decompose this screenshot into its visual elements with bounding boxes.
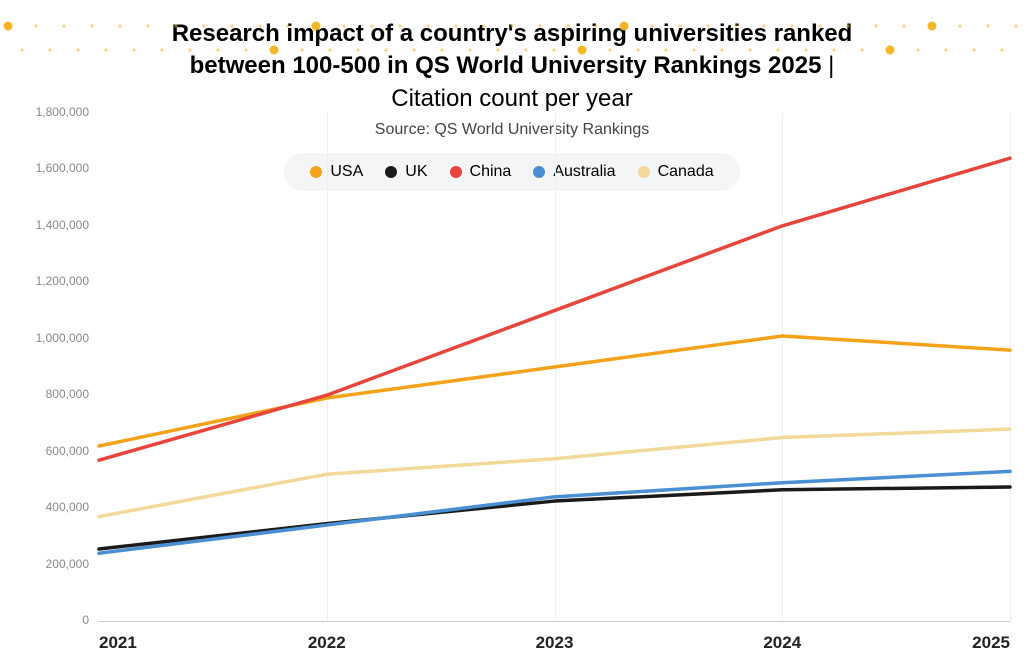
- chart-lines-layer: [0, 18, 1024, 664]
- series-line-china: [99, 158, 1010, 460]
- series-line-australia: [99, 471, 1010, 553]
- series-line-canada: [99, 429, 1010, 516]
- series-line-usa: [99, 336, 1010, 446]
